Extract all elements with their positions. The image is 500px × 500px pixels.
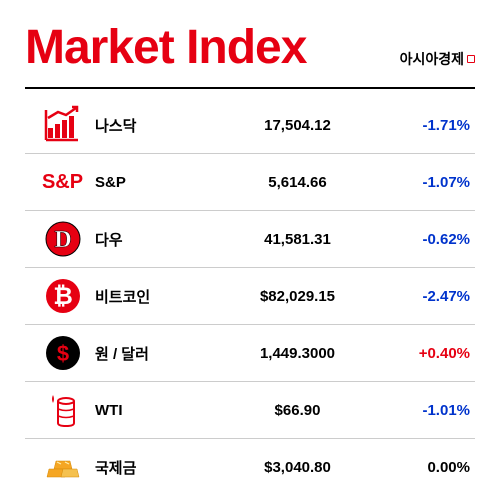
svg-text:$: $	[56, 341, 68, 366]
index-name: 국제금	[95, 457, 205, 478]
chart-icon	[30, 104, 95, 146]
index-value: 5,614.66	[205, 174, 390, 191]
dollar-icon: $	[30, 332, 95, 374]
index-value: 17,504.12	[205, 117, 390, 134]
brand-marker-icon	[467, 55, 475, 63]
index-name: 비트코인	[95, 286, 205, 307]
svg-text:D: D	[54, 227, 71, 253]
brand-text: 아시아경제	[400, 49, 464, 69]
index-value: $3,040.80	[205, 459, 390, 476]
table-row: 나스닥 17,504.12 -1.71%	[25, 97, 475, 154]
dow-icon: D	[30, 218, 95, 260]
index-value: $82,029.15	[205, 288, 390, 305]
sp-icon: S&P	[30, 171, 95, 194]
index-change: -1.71%	[390, 117, 470, 134]
index-name: S&P	[95, 174, 205, 191]
index-name: 나스닥	[95, 115, 205, 136]
table-row: 국제금 $3,040.80 0.00%	[25, 439, 475, 496]
bitcoin-icon: ₿	[30, 275, 95, 317]
index-change: -1.01%	[390, 402, 470, 419]
index-name: 다우	[95, 229, 205, 250]
header-divider	[25, 87, 475, 89]
index-change: 0.00%	[390, 459, 470, 476]
index-change: -2.47%	[390, 288, 470, 305]
index-value: 41,581.31	[205, 231, 390, 248]
index-change: +0.40%	[390, 345, 470, 362]
index-change: -0.62%	[390, 231, 470, 248]
table-row: S&P S&P 5,614.66 -1.07%	[25, 154, 475, 211]
oil-icon	[30, 389, 95, 431]
index-change: -1.07%	[390, 174, 470, 191]
index-name: 원 / 달러	[95, 343, 205, 364]
table-row: WTI $66.90 -1.01%	[25, 382, 475, 439]
gold-icon	[30, 447, 95, 489]
index-value: 1,449.3000	[205, 345, 390, 362]
page-title: Market Index	[25, 20, 306, 75]
svg-text:₿: ₿	[53, 283, 73, 310]
index-name: WTI	[95, 402, 205, 419]
brand-label: 아시아경제	[400, 49, 475, 69]
table-row: ₿ 비트코인 $82,029.15 -2.47%	[25, 268, 475, 325]
table-row: $ 원 / 달러 1,449.3000 +0.40%	[25, 325, 475, 382]
header: Market Index 아시아경제	[25, 20, 475, 75]
index-value: $66.90	[205, 402, 390, 419]
table-row: D 다우 41,581.31 -0.62%	[25, 211, 475, 268]
market-table: 나스닥 17,504.12 -1.71% S&P S&P 5,614.66 -1…	[25, 97, 475, 496]
